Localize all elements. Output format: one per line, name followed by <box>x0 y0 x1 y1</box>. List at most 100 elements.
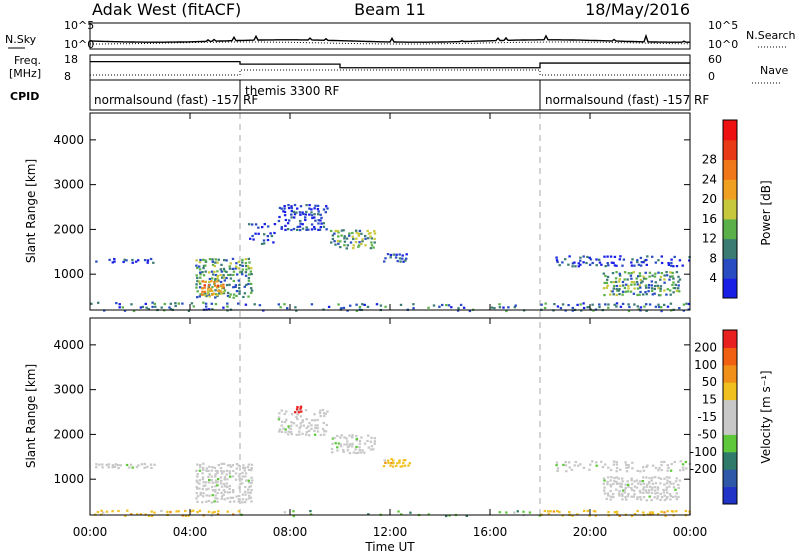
heatmap-cell <box>195 274 198 277</box>
heatmap-cell <box>216 478 220 481</box>
heatmap-cell <box>310 424 313 427</box>
heatmap-cell <box>202 466 205 469</box>
heatmap-cell <box>651 513 655 516</box>
heatmap-cell <box>229 273 232 276</box>
heatmap-cell <box>190 302 194 305</box>
heatmap-cell <box>591 460 594 463</box>
heatmap-cell <box>211 263 215 266</box>
heatmap-cell <box>663 303 666 306</box>
heatmap-cell <box>228 265 231 268</box>
heatmap-cell <box>642 482 645 485</box>
heatmap-cell <box>223 279 226 282</box>
heatmap-cell <box>316 430 320 433</box>
heatmap-cell <box>149 257 153 261</box>
heatmap-cell <box>220 497 223 500</box>
heatmap-cell <box>211 466 214 469</box>
heatmap-cell <box>507 306 510 309</box>
heatmap-cell <box>290 421 293 424</box>
heatmap-cell <box>663 499 667 502</box>
heatmap-cell <box>232 273 235 277</box>
heatmap-cell <box>638 272 642 275</box>
heatmap-cell <box>656 497 659 500</box>
heatmap-cell <box>660 460 663 464</box>
heatmap-cell <box>659 275 663 278</box>
heatmap-cell <box>400 513 403 516</box>
x-tick-label: 04:00 <box>173 525 208 539</box>
heatmap-cell <box>607 466 610 469</box>
heatmap-cell <box>386 253 390 256</box>
heatmap-cell <box>666 510 669 513</box>
heatmap-cell <box>220 263 223 266</box>
heatmap-cell <box>617 492 621 495</box>
date-title: 18/May/2016 <box>585 0 690 19</box>
heatmap-cell <box>214 303 218 306</box>
heatmap-cell <box>249 237 252 240</box>
heatmap-cell <box>653 476 657 479</box>
heatmap-cell <box>213 283 216 286</box>
heatmap-cell <box>290 213 293 216</box>
heatmap-cell <box>337 235 340 238</box>
heatmap-cell <box>296 207 299 210</box>
heatmap-cell <box>217 289 220 292</box>
heatmap-cell <box>314 219 317 222</box>
heatmap-cell <box>181 302 184 305</box>
heatmap-cell <box>111 510 114 513</box>
heatmap-cell <box>642 486 646 489</box>
heatmap-cell <box>293 213 297 216</box>
heatmap-cell <box>595 464 598 467</box>
heatmap-cell <box>561 261 564 264</box>
heatmap-cell <box>228 487 231 490</box>
heatmap-cell <box>543 509 546 513</box>
heatmap-cell <box>577 265 580 268</box>
heatmap-cell <box>333 232 336 235</box>
colorbar-swatch <box>723 199 737 220</box>
heatmap-cell <box>602 272 605 275</box>
noise-panel-frame <box>89 22 691 50</box>
heatmap-cell <box>123 258 126 261</box>
heatmap-cell <box>571 309 574 312</box>
heatmap-cell <box>402 260 405 263</box>
power-colorbar-label: Power [dB] <box>759 180 773 245</box>
heatmap-cell <box>100 509 103 512</box>
heatmap-cell <box>285 410 288 413</box>
heatmap-cell <box>573 464 576 467</box>
heatmap-cell <box>289 430 293 434</box>
heatmap-cell <box>247 479 250 482</box>
heatmap-cell <box>666 469 669 472</box>
heatmap-cell <box>636 469 639 472</box>
heatmap-cell <box>630 283 633 286</box>
heatmap-cell <box>343 237 346 240</box>
heatmap-cell <box>348 234 351 237</box>
heatmap-cell <box>653 496 656 499</box>
heatmap-cell <box>295 309 298 312</box>
heatmap-cell <box>615 488 618 491</box>
heatmap-cell <box>242 295 245 299</box>
heatmap-cell <box>369 232 372 235</box>
heatmap-cell <box>612 496 615 499</box>
heatmap-cell <box>232 469 235 473</box>
heatmap-cell <box>250 289 254 292</box>
heatmap-cell <box>216 500 219 503</box>
heatmap-cell <box>222 292 226 295</box>
heatmap-cell <box>310 211 313 214</box>
heatmap-cell <box>401 465 404 468</box>
heatmap-cell <box>493 307 496 310</box>
heatmap-cell <box>650 499 653 502</box>
heatmap-cell <box>623 491 627 494</box>
heatmap-cell <box>522 510 525 513</box>
heatmap-cell <box>101 463 104 466</box>
heatmap-cell <box>113 257 116 261</box>
heatmap-cell <box>216 277 219 280</box>
heatmap-cell <box>621 290 625 293</box>
heatmap-cell <box>358 244 361 247</box>
heatmap-cell <box>225 277 228 280</box>
beam-title: Beam 11 <box>354 0 426 19</box>
heatmap-cell <box>595 264 598 267</box>
heatmap-cell <box>323 433 326 436</box>
heatmap-cell <box>656 488 660 491</box>
heatmap-cell <box>228 470 232 473</box>
heatmap-cell <box>339 436 342 439</box>
nave-tick-top: 60 <box>708 53 722 66</box>
heatmap-cell <box>219 290 222 293</box>
heatmap-cell <box>602 287 606 290</box>
